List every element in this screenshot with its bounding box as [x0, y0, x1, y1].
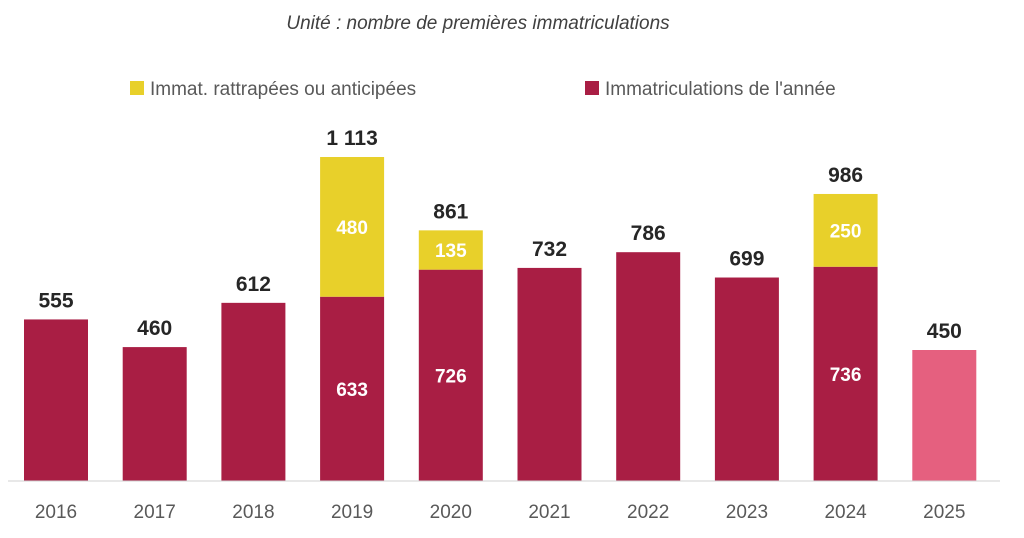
- bar-base-2024: [813, 266, 878, 481]
- bar-top-2019: [320, 157, 385, 297]
- total-label-2022: 786: [631, 222, 666, 245]
- legend-swatch-2: [585, 81, 599, 95]
- legend-swatch-1: [130, 81, 144, 95]
- bar-base-2016: [24, 319, 88, 481]
- total-label-2024: 986: [828, 164, 863, 187]
- bar-base-2020: [418, 269, 483, 481]
- bars: [24, 157, 977, 481]
- bar-top-2024: [813, 193, 878, 267]
- legend-label-1: Immat. rattrapées ou anticipées: [150, 79, 416, 100]
- total-label-2019: 1 113: [326, 127, 377, 150]
- x-tick-2020: 2020: [430, 502, 472, 523]
- total-label-2017: 460: [137, 317, 172, 340]
- segment-label-top-2024: 250: [830, 221, 862, 242]
- bar-base-2023: [714, 277, 779, 481]
- x-axis-ticks: 2016 2017 2018 2019 2020 2021 2022 2023 2024 2025: [35, 502, 966, 523]
- segment-label-base-2019: 633: [336, 380, 368, 401]
- x-tick-2024: 2024: [824, 502, 867, 523]
- segment-label-top-2019: 480: [336, 218, 368, 239]
- x-tick-2017: 2017: [134, 502, 176, 523]
- x-tick-2021: 2021: [528, 502, 570, 523]
- bar-base-2025: [912, 350, 977, 481]
- segment-label-base-2020: 726: [435, 366, 467, 387]
- bar-base-2017: [122, 347, 187, 481]
- legend-label-2: Immatriculations de l'année: [605, 79, 836, 100]
- total-label-2016: 555: [38, 289, 73, 312]
- bar-top-2020: [418, 230, 483, 270]
- bar-base-2021: [517, 267, 582, 481]
- bar-base-2022: [616, 252, 681, 481]
- x-tick-2016: 2016: [35, 502, 77, 523]
- labels: 555 460 612 480 633 1 113 135 726 861 732 786 699 25…: [38, 127, 961, 401]
- bar-base-2019: [320, 296, 385, 481]
- x-tick-2018: 2018: [232, 502, 274, 523]
- x-tick-2019: 2019: [331, 502, 373, 523]
- bar-base-2018: [221, 302, 286, 481]
- total-label-2018: 612: [236, 273, 271, 296]
- total-label-2021: 732: [532, 238, 567, 261]
- total-label-2020: 861: [433, 200, 468, 223]
- x-tick-2023: 2023: [726, 502, 768, 523]
- x-tick-2025: 2025: [923, 502, 965, 523]
- segment-label-base-2024: 736: [830, 365, 862, 386]
- x-tick-2022: 2022: [627, 502, 669, 523]
- total-label-2023: 699: [729, 248, 764, 271]
- chart-subtitle: Unité : nombre de premières immatriculat…: [286, 13, 670, 34]
- legend: Immat. rattrapées ou anticipées Immatricu…: [130, 79, 836, 100]
- segment-label-top-2020: 135: [435, 241, 467, 262]
- total-label-2025: 450: [927, 320, 962, 343]
